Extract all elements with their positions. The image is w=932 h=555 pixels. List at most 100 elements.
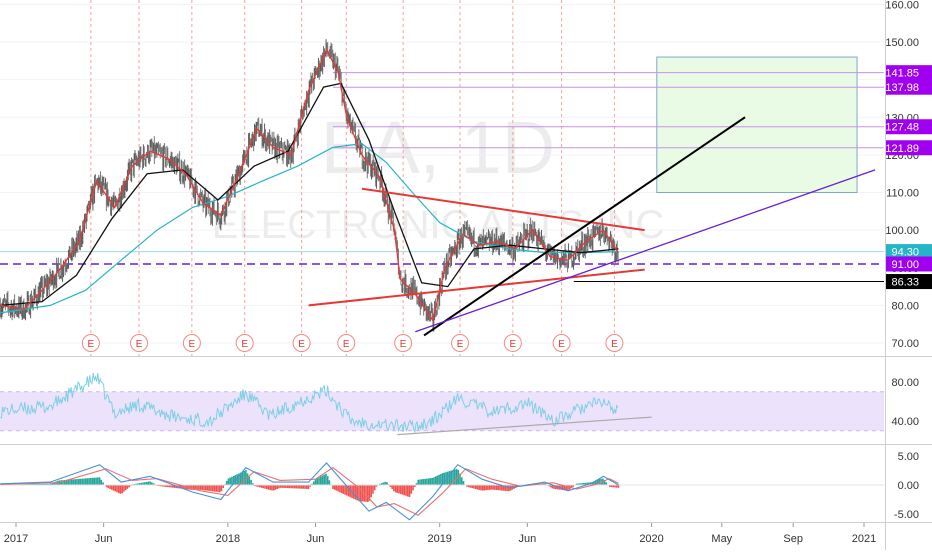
target-box[interactable] [656, 56, 858, 193]
macd-histogram-bar [81, 478, 83, 486]
macd-histogram-bar [245, 470, 247, 486]
macd-histogram-bar [105, 485, 108, 488]
macd-histogram-bar [124, 485, 127, 491]
macd-histogram-bar [271, 485, 273, 491]
macd-histogram-bar [603, 479, 606, 486]
macd-histogram-bar [605, 482, 608, 486]
macd-histogram-bar [386, 482, 388, 486]
macd-histogram-bar [290, 485, 292, 489]
macd-histogram-bar [145, 481, 148, 486]
macd-histogram-bar [431, 477, 433, 486]
macd-line[interactable] [0, 462, 619, 521]
earnings-marker[interactable] [130, 334, 149, 352]
rsi-pane[interactable] [0, 373, 884, 436]
macd-histogram-bar [293, 485, 296, 489]
macd-histogram-bar [114, 485, 117, 492]
time-tick-label: 2020 [639, 533, 663, 545]
macd-histogram-bar [272, 485, 275, 491]
earnings-marker[interactable] [605, 334, 624, 352]
earnings-marker[interactable] [81, 334, 100, 352]
macd-histogram-bar [380, 483, 383, 486]
macd-histogram-bar [149, 481, 151, 486]
macd-histogram-bar [102, 482, 104, 486]
macd-histogram-bar [561, 485, 564, 491]
price-label-tag [886, 79, 932, 95]
macd-signal-line[interactable] [0, 466, 619, 516]
earnings-marker[interactable] [292, 334, 311, 352]
rsi-line[interactable] [0, 373, 619, 433]
macd-histogram-bar [567, 485, 569, 491]
macd-histogram-bar [347, 485, 350, 497]
macd-histogram-bar [480, 485, 482, 491]
macd-histogram-bar [579, 483, 581, 486]
macd-histogram-bar [429, 478, 432, 486]
macd-histogram-bar [488, 485, 491, 490]
earnings-marker[interactable] [182, 334, 201, 352]
macd-histogram-bar [436, 475, 439, 486]
price-label-value: 91.00 [891, 259, 919, 271]
moving-average-slow[interactable] [0, 82, 619, 307]
macd-histogram-bar [241, 471, 244, 486]
price-label-tag [886, 119, 932, 135]
macd-histogram-bar [288, 485, 291, 489]
macd-histogram-bar [58, 480, 61, 486]
moving-average-long[interactable] [0, 142, 619, 314]
trendline-support[interactable] [415, 169, 876, 333]
price-label-value: 121.89 [885, 143, 919, 155]
macd-histogram-bar [168, 485, 171, 488]
macd-histogram-bar [238, 473, 240, 486]
macd-tick-label: 0.00 [898, 480, 919, 492]
macd-histogram-bar [457, 469, 460, 486]
macd-histogram-bar [255, 485, 258, 487]
price-label-tag [886, 244, 932, 260]
macd-histogram-bar [232, 475, 235, 486]
price-tick-label: 100.00 [885, 225, 919, 237]
trendline-pennant-lower[interactable] [308, 268, 645, 307]
macd-histogram-bar [264, 485, 266, 489]
macd-histogram-bar [476, 485, 479, 490]
earnings-marker[interactable] [337, 334, 356, 352]
macd-histogram-bar [373, 485, 376, 491]
macd-histogram-bar [438, 474, 440, 486]
earnings-marker[interactable] [451, 334, 470, 352]
macd-histogram-bar [51, 482, 54, 486]
macd-histogram-bar [194, 485, 197, 490]
macd-histogram-bar [265, 485, 268, 490]
earnings-marker[interactable] [235, 334, 254, 352]
rsi-trendline[interactable] [397, 416, 652, 436]
macd-histogram-bar [501, 485, 503, 491]
macd-histogram-bar [227, 478, 230, 486]
macd-histogram-bar [144, 482, 146, 486]
macd-tick-label: -5.00 [894, 509, 919, 521]
macd-histogram-bar [570, 485, 573, 489]
earnings-marker[interactable] [503, 334, 522, 352]
macd-histogram-bar [267, 485, 270, 490]
macd-histogram-bar [382, 482, 385, 486]
price-label-value: 127.48 [885, 122, 919, 134]
macd-histogram-bar [215, 485, 218, 492]
trendline-pennant-upper[interactable] [361, 187, 645, 232]
moving-average-fast[interactable] [0, 47, 620, 323]
price-tick-label: 110.00 [886, 188, 919, 200]
macd-histogram-bar [126, 485, 129, 489]
earnings-marker[interactable] [394, 334, 413, 352]
macd-histogram-bar [100, 479, 103, 486]
macd-histogram-bar [584, 482, 587, 486]
earnings-marker-label: E [88, 339, 95, 350]
time-axis[interactable]: 2017 Jun 2018 Jun 2019 Jun 2020 May Sep 2021 [4, 523, 876, 545]
macd-histogram-bar [598, 479, 601, 486]
trendline-breakout[interactable] [423, 116, 746, 337]
macd-histogram-bar [323, 474, 326, 486]
macd-histogram-bar [286, 485, 289, 489]
macd-histogram-bar [119, 485, 122, 494]
macd-histogram-bar [474, 485, 477, 490]
price-label-value: 137.98 [885, 82, 919, 94]
macd-histogram-bar [90, 477, 92, 486]
earnings-marker[interactable] [552, 334, 571, 352]
macd-histogram-bar [332, 485, 334, 489]
macd-pane[interactable] [0, 462, 884, 521]
